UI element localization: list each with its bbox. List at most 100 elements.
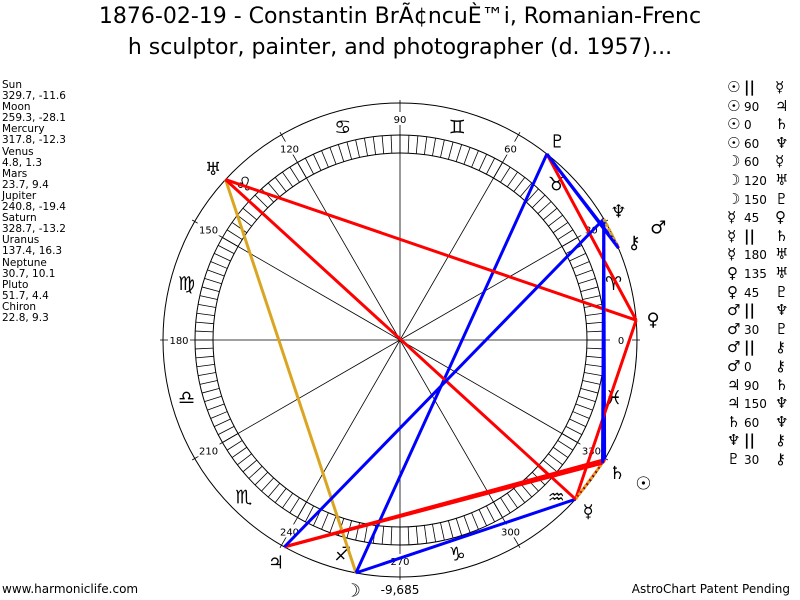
planet-coords: 259.3, -28.1	[2, 112, 66, 125]
chart-score: -9,685	[380, 583, 420, 597]
saturn-icon: ♄	[609, 463, 625, 484]
chiron-icon: ⚷	[775, 338, 786, 357]
chart-title-line-1: 1876-02-19 - Constantin BrÃ¢ncuÈ™i, Roma…	[98, 4, 702, 29]
spoke-line	[399, 339, 609, 461]
saturn-icon: ♄	[775, 115, 789, 134]
degree-hatch	[500, 497, 511, 514]
aspect-row: ☿ 45 ♀	[727, 208, 788, 227]
aspect-angle: ||	[744, 431, 755, 450]
degree-hatch	[463, 147, 471, 165]
degree-hatch	[485, 505, 496, 523]
aspect-angle: ||	[744, 301, 755, 320]
degree-label: 180	[169, 336, 188, 347]
pluto-icon: ♇	[775, 189, 789, 208]
aspect-angle: 135	[744, 266, 767, 281]
harmoniclife-link[interactable]: www.harmoniclife.com	[2, 582, 139, 596]
degree-hatch	[304, 157, 315, 175]
aspect-line	[574, 319, 638, 500]
degree-hatch	[569, 253, 586, 262]
aspect-row: ☽ 60 ☿	[727, 152, 788, 171]
planet-coords: 240.8, -19.4	[2, 201, 66, 214]
degree-hatch	[196, 312, 215, 316]
chart-title-line-2: h sculptor, painter, and photographer (d…	[127, 35, 673, 60]
aspect-row: ♃ 150 ♆	[727, 394, 788, 413]
planet-name: Mars	[2, 167, 28, 180]
degree-hatch	[204, 395, 222, 403]
degree-hatch	[274, 488, 287, 503]
degree-label: 0	[618, 336, 624, 347]
degree-hatch	[242, 459, 258, 473]
aspect-line	[574, 462, 604, 501]
degree-hatch	[242, 207, 258, 221]
aspect-row: ♄ 60 ♆	[727, 413, 788, 432]
neptune-icon: ♆	[775, 133, 789, 152]
degree-hatch	[548, 214, 563, 227]
degree-hatch	[585, 364, 604, 368]
degree-hatch	[364, 138, 368, 156]
aspect-line	[545, 153, 620, 250]
zodiac-sign-icon: ♑	[449, 543, 466, 565]
degree-hatch	[424, 525, 428, 544]
degree-hatch	[226, 440, 243, 451]
pluto-icon: ♇	[549, 132, 565, 153]
aspect-row: ♂ 30 ♇	[727, 320, 788, 339]
degree-hatch	[580, 286, 599, 292]
venus-icon: ♀	[775, 208, 786, 227]
chiron-icon: ⚷	[628, 233, 641, 254]
degree-hatch	[578, 277, 596, 285]
uranus-icon: ♅	[775, 263, 789, 282]
planet-name: Pluto	[2, 278, 29, 291]
aspect-angle: 45	[744, 285, 760, 300]
spoke-line	[399, 219, 609, 341]
zodiac-sign-icon: ♍	[178, 273, 195, 295]
degree-hatch	[199, 380, 218, 385]
degree-hatch	[207, 269, 225, 277]
degree-hatch	[226, 229, 243, 240]
degree-label: 120	[280, 145, 299, 156]
saturn-icon: ♄	[775, 375, 789, 394]
degree-hatch	[578, 395, 596, 403]
degree-hatch	[201, 286, 220, 292]
degree-hatch	[519, 182, 533, 198]
moon-icon: ☽	[727, 189, 741, 208]
aspect-row: ☽ 120 ♅	[727, 171, 788, 190]
aspect-row: ♀ 135 ♅	[727, 264, 788, 283]
sun-icon: ☉	[727, 96, 741, 115]
degree-hatch	[214, 253, 231, 262]
spoke-line	[191, 219, 401, 341]
planet-coords: 329.7, -11.6	[2, 90, 66, 103]
degree-hatch	[267, 482, 281, 498]
aspect-row: ♆ || ⚷	[727, 431, 788, 450]
aspect-row: ☉ 90 ♃	[727, 97, 788, 116]
degree-label-background	[610, 333, 632, 346]
zodiac-sign-icon: ♊	[449, 117, 466, 139]
aspect-line	[224, 179, 358, 574]
aspect-row: ☉ 60 ♆	[727, 134, 788, 153]
planet-coords: 4.8, 1.3	[2, 156, 43, 169]
degree-hatch	[572, 261, 590, 269]
aspect-angle: ||	[744, 338, 755, 357]
degree-hatch	[321, 150, 329, 168]
aspect-row: ☉ 0 ♄	[727, 115, 788, 134]
degree-hatch	[390, 135, 393, 154]
planet-coords: 137.4, 16.3	[2, 245, 63, 258]
degree-hatch	[526, 188, 539, 203]
degree-hatch	[204, 277, 222, 285]
degree-hatch	[552, 446, 569, 458]
neptune-icon: ♆	[610, 201, 626, 222]
degree-hatch	[274, 177, 287, 192]
degree-hatch	[432, 524, 436, 542]
aspect-row: ☽ 150 ♇	[727, 190, 788, 209]
aspect-angle: 0	[744, 359, 752, 374]
planet-name: Mercury	[2, 123, 45, 136]
degree-hatch	[254, 471, 269, 486]
degree-hatch	[537, 201, 552, 214]
degree-hatch	[531, 194, 546, 209]
degree-hatch	[195, 321, 214, 325]
degree-hatch	[198, 372, 216, 376]
degree-hatch	[214, 418, 231, 427]
degree-hatch	[582, 380, 601, 385]
aspect-row: ♂ || ♆	[727, 301, 788, 320]
zodiac-sign-icon: ♈	[605, 273, 622, 295]
